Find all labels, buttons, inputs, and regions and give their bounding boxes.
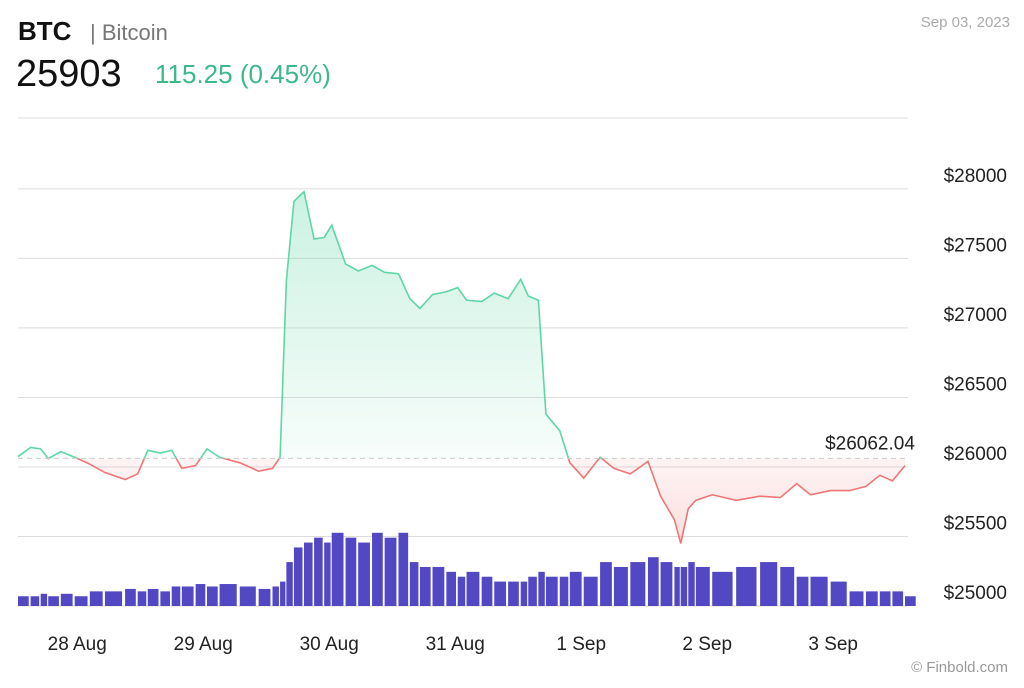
volume-bar — [538, 571, 545, 606]
volume-bar — [528, 576, 537, 606]
reference-label: $26062.04 — [825, 433, 915, 454]
date: Sep 03, 2023 — [921, 14, 1010, 31]
x-tick-label: 29 Aug — [174, 634, 233, 655]
volume-bar — [272, 586, 279, 606]
y-tick-label: $28000 — [944, 166, 1007, 187]
credit: © Finbold.com — [911, 659, 1008, 676]
volume-bar — [905, 596, 916, 606]
price-change: 115.25 (0.45%) — [155, 59, 331, 89]
volume-bar — [104, 591, 123, 606]
volume-bar — [796, 576, 809, 606]
volume-bar — [446, 571, 457, 606]
x-tick-label: 28 Aug — [48, 634, 107, 655]
volume-bar — [630, 562, 646, 606]
x-tick-label: 3 Sep — [808, 634, 858, 655]
price-line — [17, 190, 906, 544]
volume-bar — [160, 591, 171, 606]
volume-bar — [559, 576, 569, 606]
volume-bar — [712, 571, 733, 606]
volume-bar — [48, 596, 59, 606]
volume-bar — [324, 542, 331, 606]
volume-bar — [545, 576, 558, 606]
volume-bar — [760, 562, 778, 606]
volume-bar — [181, 586, 194, 606]
volume-bar — [508, 581, 519, 606]
volume-bar — [398, 532, 409, 606]
volume-bar — [569, 571, 582, 606]
volume-bar — [219, 584, 237, 606]
volume-bar — [865, 591, 878, 606]
x-tick-label: 30 Aug — [300, 634, 359, 655]
volume-bar — [457, 576, 466, 606]
volume-bar — [384, 537, 397, 606]
y-tick-label: $25000 — [944, 583, 1007, 604]
volume-bar — [660, 562, 673, 606]
volume-bar — [830, 581, 847, 606]
volume-bar — [583, 576, 598, 606]
volume-bar — [314, 537, 323, 606]
volume-bar — [358, 542, 370, 606]
volume-bar — [494, 581, 507, 606]
volume-bar — [147, 588, 159, 606]
volume-bar — [810, 576, 828, 606]
volume-bar — [849, 591, 864, 606]
volume-bar — [409, 562, 419, 606]
volume-bar — [171, 586, 181, 606]
volume-bar — [30, 596, 40, 606]
volume-bar — [780, 566, 795, 606]
volume-bar — [195, 584, 206, 606]
volume-bar — [239, 586, 256, 606]
symbol: BTC — [18, 16, 72, 46]
volume-bar — [331, 532, 344, 606]
volume-bar — [520, 581, 528, 606]
volume-bar — [879, 591, 891, 606]
volume-bar — [89, 591, 103, 606]
volume-bar — [286, 562, 293, 606]
volume-bar — [258, 588, 271, 606]
asset-name: | Bitcoin — [90, 20, 168, 45]
price-area — [18, 191, 905, 544]
volume-bar — [40, 593, 48, 606]
volume-bar — [680, 566, 688, 606]
volume-bar — [432, 566, 445, 606]
volume-bar — [74, 596, 88, 606]
volume-bar — [695, 566, 710, 606]
volume-bar — [688, 562, 695, 606]
y-tick-label: $26000 — [944, 444, 1007, 465]
x-tick-label: 1 Sep — [556, 634, 606, 655]
volume-bar — [125, 588, 136, 606]
volume-bar — [60, 593, 73, 606]
volume-bar — [613, 566, 628, 606]
volume-bar — [419, 566, 431, 606]
y-tick-label: $27000 — [944, 305, 1007, 326]
volume-bar — [600, 562, 612, 606]
volume-bar — [647, 557, 659, 606]
volume-bar — [674, 566, 680, 606]
y-tick-label: $25500 — [944, 513, 1007, 534]
volume-bar — [280, 581, 286, 606]
volume-bar — [481, 576, 493, 606]
price: 25903 — [16, 53, 122, 95]
volume-bar — [892, 591, 904, 606]
y-tick-label: $27500 — [944, 235, 1007, 256]
volume-bar — [137, 591, 147, 606]
volume-bar — [372, 532, 383, 606]
volume-bar — [18, 596, 29, 606]
x-tick-label: 2 Sep — [682, 634, 732, 655]
x-tick-label: 31 Aug — [426, 634, 485, 655]
volume-bar — [206, 586, 218, 606]
volume-bar — [293, 547, 303, 606]
y-tick-label: $26500 — [944, 374, 1007, 395]
volume-bar — [304, 542, 313, 606]
volume-bar — [736, 566, 757, 606]
volume-bar — [345, 537, 357, 606]
volume-bar — [466, 571, 480, 606]
